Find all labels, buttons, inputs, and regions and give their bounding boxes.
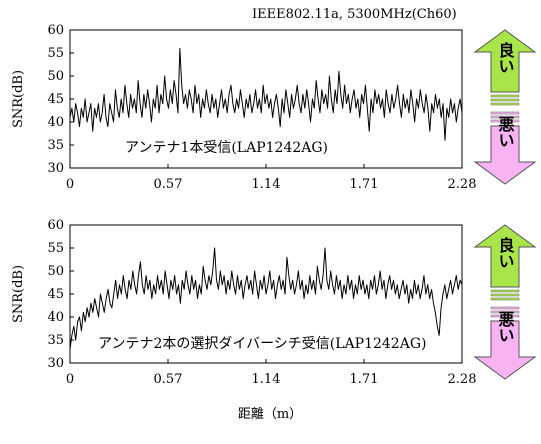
good-arrow-top-stripe	[490, 102, 520, 106]
top-y-tick-label: 35	[47, 138, 64, 153]
top-y-tick-label: 40	[47, 115, 64, 130]
top-x-tick-label: 0.57	[154, 177, 183, 192]
bad-arrow-bottom-stripe	[490, 314, 520, 318]
good-arrow-bottom: 良い	[473, 224, 537, 301]
good-arrow-bottom-stripe	[490, 289, 520, 293]
bad-arrow-bottom-stripe	[490, 306, 520, 310]
bottom-snr-series-line	[69, 247, 463, 350]
bottom-y-tick-label: 55	[47, 241, 64, 256]
top-x-tick-label: 2.28	[448, 177, 477, 192]
top-snr-series-line	[69, 47, 463, 141]
good-arrow-top-stripe	[490, 94, 520, 98]
top-y-tick-label: 55	[47, 46, 64, 61]
bottom-y-tick-label: 35	[47, 333, 64, 348]
good-arrow-top-label: 良い	[496, 41, 515, 74]
bad-arrow-bottom-stripe	[490, 310, 520, 314]
bottom-x-tick-label: 2.28	[448, 372, 477, 387]
good-arrow-bottom-stripe	[490, 293, 520, 297]
bottom-x-tick-label: 0	[66, 372, 74, 387]
good-arrow-top-shape	[473, 29, 537, 93]
bad-arrow-bottom-shape	[473, 320, 537, 380]
bottom-x-tick-label: 1.14	[252, 372, 281, 387]
bottom-annotation: アンテナ2本の選択ダイバーシチ受信(LAP1242AG)	[98, 336, 426, 352]
top-y-tick-label: 30	[47, 161, 64, 176]
bad-arrow-top: 悪い	[473, 111, 537, 185]
header-label: IEEE802.11a, 5300MHz(Ch60)	[252, 7, 457, 22]
bottom-y-tick-label: 40	[47, 310, 64, 325]
bottom-x-tick-label: 1.71	[350, 372, 379, 387]
top-y-tick-label: 60	[47, 23, 64, 38]
bottom-y-tick-label: 45	[47, 287, 64, 302]
bad-arrow-top-stripe	[490, 119, 520, 123]
top-y-axis-label: SNR(dB)	[11, 70, 26, 128]
bottom-y-tick-label: 30	[47, 356, 64, 371]
bad-arrow-top-stripe	[490, 115, 520, 119]
top-x-tick-label: 1.71	[350, 177, 379, 192]
top-x-tick-label: 1.14	[252, 177, 281, 192]
top-y-tick-label: 45	[47, 92, 64, 107]
good-arrow-bottom-stripe	[490, 297, 520, 301]
good-arrow-top: 良い	[473, 29, 537, 106]
top-annotation: アンテナ1本受信(LAP1242AG)	[125, 140, 328, 156]
bad-arrow-bottom: 悪い	[473, 306, 537, 380]
bottom-y-axis-label: SNR(dB)	[11, 265, 26, 323]
good-arrow-bottom-shape	[473, 224, 537, 288]
bad-arrow-top-label: 悪い	[496, 116, 515, 148]
good-arrow-bottom-label: 良い	[496, 236, 515, 269]
bottom-x-tick-label: 0.57	[154, 372, 183, 387]
bad-arrow-top-shape	[473, 125, 537, 185]
bad-arrow-top-stripe	[490, 111, 520, 115]
chart-bottom: 30 35 40 45 50 55 60 0 0.57 1.14 1.71 2.28 SNR(dB) アン…	[11, 218, 476, 387]
top-x-tick-label: 0	[66, 177, 74, 192]
chart-top: 30 35 40 45 50 55 60 0 0.57 1.14 1.71 2.28 SNR(dB) アン…	[11, 23, 476, 192]
bottom-y-tick-label: 60	[47, 218, 64, 233]
bad-arrow-bottom-label: 悪い	[496, 311, 515, 343]
x-axis-label: 距離（m）	[238, 407, 302, 422]
top-y-tick-label: 50	[47, 69, 64, 84]
bottom-y-tick-label: 50	[47, 264, 64, 279]
good-arrow-top-stripe	[490, 98, 520, 102]
